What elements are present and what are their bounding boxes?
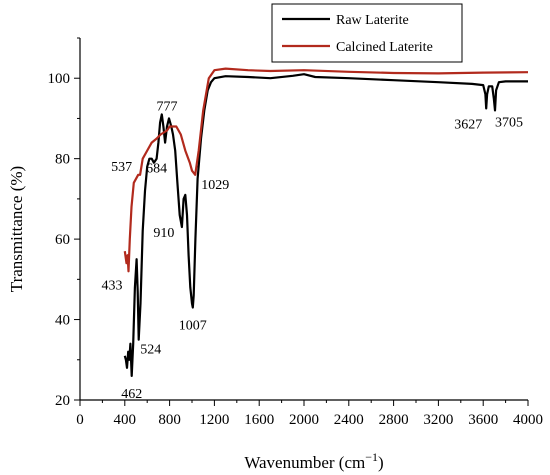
x-tick-label: 2800 xyxy=(379,412,409,428)
x-tick-label: 800 xyxy=(158,412,181,428)
series-line-calcined-laterite xyxy=(123,67,529,273)
peak-label-1029: 1029 xyxy=(201,178,229,193)
y-tick-label: 100 xyxy=(48,71,71,87)
x-tick-label: 400 xyxy=(114,412,137,428)
x-tick-label: 0 xyxy=(76,412,84,428)
tick-marks xyxy=(74,37,529,406)
peak-label-433: 433 xyxy=(101,278,122,293)
legend-label: Calcined Laterite xyxy=(336,40,433,55)
x-tick-label: 2400 xyxy=(334,412,364,428)
y-axis-title: Transmittance (%) xyxy=(7,166,26,292)
peak-label-910: 910 xyxy=(153,226,174,241)
legend-label: Raw Laterite xyxy=(336,13,409,28)
series-line-raw-laterite xyxy=(123,73,528,377)
peak-label-684: 684 xyxy=(146,162,167,177)
peak-annotations: 462 524 433 537 684 777 910 1007 1029 3627 3705 xyxy=(101,99,522,401)
peak-label-777: 777 xyxy=(157,99,178,114)
peak-label-537: 537 xyxy=(111,160,132,175)
x-tick-label: 4000 xyxy=(513,412,543,428)
y-tick-label: 60 xyxy=(55,232,70,248)
x-axis-title-superscript: −1 xyxy=(365,450,378,464)
peak-label-1007: 1007 xyxy=(179,318,207,333)
legend-box xyxy=(271,3,463,63)
x-tick-label: 3600 xyxy=(468,412,498,428)
x-tick-label: 3200 xyxy=(423,412,453,428)
x-axis-title-close: ) xyxy=(378,453,384,472)
x-tick-label: 1600 xyxy=(244,412,274,428)
peak-label-524: 524 xyxy=(140,343,161,358)
y-tick-label: 80 xyxy=(55,152,70,168)
peak-label-3705: 3705 xyxy=(495,115,523,130)
peak-label-3627: 3627 xyxy=(454,117,482,132)
x-tick-label: 1200 xyxy=(199,412,229,428)
y-tick-label: 20 xyxy=(55,393,70,409)
x-tick-label: 2000 xyxy=(289,412,319,428)
y-tick-label: 40 xyxy=(55,313,70,329)
legend: Raw Laterite Calcined Laterite xyxy=(271,3,463,63)
tick-labels: 0 400 800 1200 1600 2000 2400 2800 3200 3600 4000 2… xyxy=(48,71,544,428)
series-lines xyxy=(123,67,529,377)
x-axis-title: Wavenumber (cm−1) xyxy=(244,450,383,472)
x-axis-title-main: Wavenumber (cm xyxy=(244,453,365,472)
peak-label-462: 462 xyxy=(121,387,142,402)
